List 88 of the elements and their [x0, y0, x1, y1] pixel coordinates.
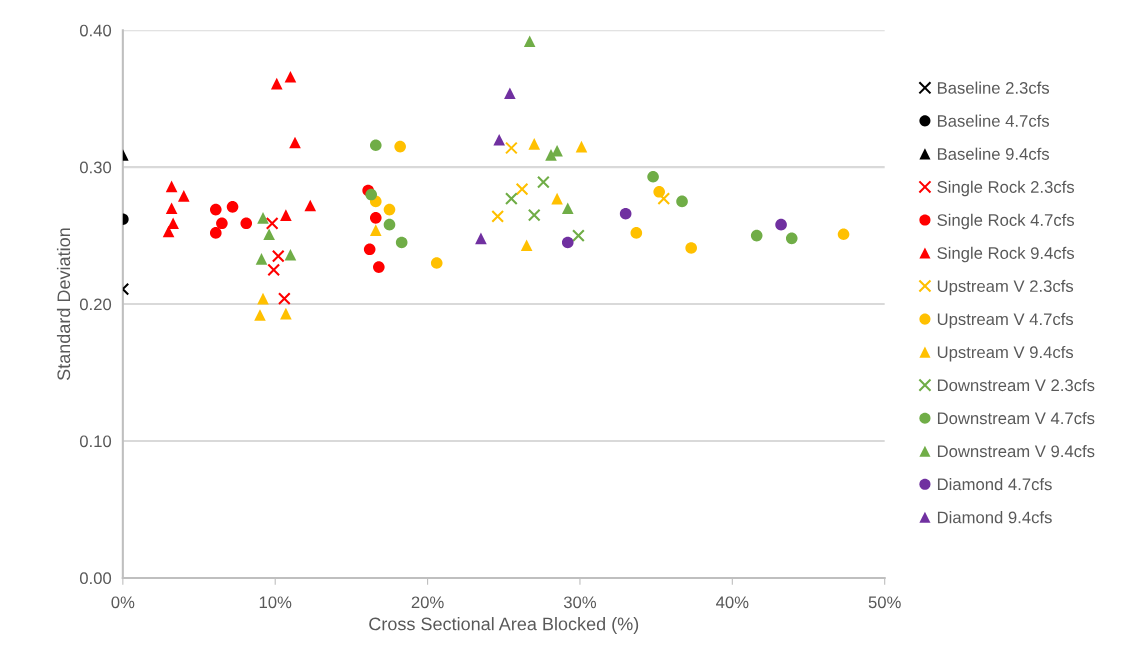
point: [165, 202, 178, 215]
point: [475, 232, 487, 245]
point: [750, 229, 763, 242]
point: [685, 242, 697, 254]
point: [284, 70, 297, 83]
point: [619, 207, 632, 220]
point: [657, 192, 671, 206]
legend-label: Upstream V 9.4cfs: [937, 345, 1074, 362]
x-tick-label: 40%: [716, 596, 749, 609]
x-tick-label: 20%: [411, 596, 444, 609]
legend-label: Single Rock 2.3cfs: [937, 180, 1075, 197]
point: [647, 170, 659, 183]
legend-label: Single Rock 4.7cfs: [937, 213, 1075, 230]
x-tick-label: 50%: [868, 596, 901, 609]
point: [255, 253, 268, 265]
point: [785, 232, 798, 245]
y-tick-label: 0.30: [79, 161, 112, 174]
point: [254, 309, 266, 321]
point: [504, 192, 518, 206]
point: [369, 212, 382, 224]
legend-label: Downstream V 9.4cfs: [937, 444, 1095, 458]
point: [528, 138, 541, 150]
point: [167, 217, 179, 230]
legend-label: Downstream V 4.7cfs: [937, 411, 1095, 425]
point: [177, 190, 190, 202]
point: [265, 216, 279, 230]
y-axis-title: Standard Deviation: [56, 228, 71, 381]
point: [504, 87, 516, 100]
point: [536, 175, 550, 189]
point: [363, 243, 376, 256]
point: [430, 257, 443, 269]
point: [162, 225, 175, 238]
point: [277, 292, 291, 306]
point: [775, 218, 787, 231]
point: [572, 229, 585, 243]
point: [240, 217, 253, 230]
legend-label: Baseline 2.3cfs: [937, 81, 1050, 94]
point: [365, 188, 378, 201]
point: [267, 263, 281, 277]
point: [165, 180, 178, 193]
point: [280, 209, 292, 221]
legend-label: Diamond 4.7cfs: [937, 478, 1052, 491]
point: [216, 217, 228, 230]
point: [575, 140, 588, 153]
point: [493, 133, 506, 146]
point: [383, 218, 396, 231]
y-tick-label: 0.20: [79, 298, 112, 311]
point: [304, 199, 317, 212]
point: [561, 202, 574, 215]
point: [630, 227, 643, 239]
point: [395, 236, 408, 249]
point: [270, 77, 283, 90]
point: [284, 248, 297, 261]
legend-label: Upstream V 2.3cfs: [937, 279, 1074, 296]
point: [837, 228, 850, 241]
point: [226, 201, 239, 213]
point: [394, 140, 406, 153]
legend-label: Diamond 9.4cfs: [937, 511, 1052, 524]
point: [515, 182, 529, 196]
legend-label: Upstream V 4.7cfs: [937, 312, 1074, 329]
point: [523, 35, 536, 47]
x-tick-label: 30%: [563, 596, 597, 609]
point: [527, 208, 541, 222]
point: [369, 139, 382, 152]
point: [263, 228, 275, 241]
x-tick-label: 10%: [259, 596, 292, 609]
point: [373, 261, 385, 273]
point: [504, 141, 518, 155]
legend-label: Single Rock 9.4cfs: [937, 246, 1075, 263]
point: [561, 236, 574, 249]
x-tick-label: 0%: [111, 596, 135, 609]
point: [271, 249, 285, 263]
y-tick-label: 0.40: [79, 24, 112, 37]
point: [209, 227, 222, 239]
y-tick-label: 0.00: [79, 572, 112, 585]
legend-label: Baseline 4.7cfs: [937, 114, 1050, 127]
legend-label: Baseline 9.4cfs: [937, 147, 1050, 160]
point: [491, 210, 505, 223]
point: [209, 203, 222, 216]
x-axis-title: Cross Sectional Area Blocked (%): [369, 617, 639, 634]
point: [383, 203, 396, 216]
point: [653, 186, 665, 198]
point: [369, 224, 382, 236]
point: [520, 239, 533, 252]
legend-label: Downstream V 2.3cfs: [937, 378, 1095, 392]
point: [676, 195, 688, 208]
y-tick-label: 0.10: [79, 435, 112, 448]
point: [257, 212, 269, 224]
